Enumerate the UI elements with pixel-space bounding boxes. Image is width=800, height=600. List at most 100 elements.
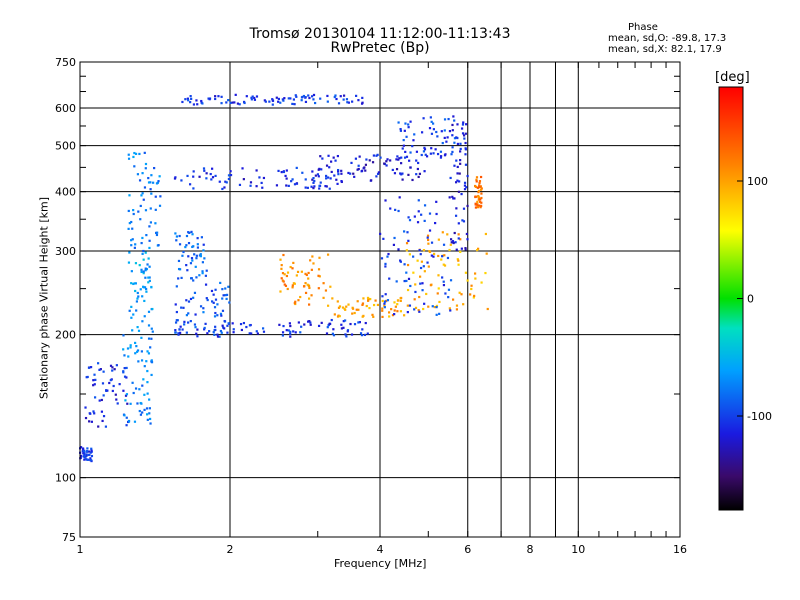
data-point xyxy=(174,176,177,179)
data-point xyxy=(177,267,181,271)
data-point xyxy=(140,350,143,353)
data-point xyxy=(85,454,88,457)
data-point xyxy=(134,243,137,246)
data-point xyxy=(462,207,466,210)
data-point xyxy=(183,320,186,323)
data-point xyxy=(84,456,87,459)
data-point xyxy=(227,99,230,102)
data-point xyxy=(133,420,137,423)
data-point xyxy=(477,247,480,250)
data-point xyxy=(420,213,423,216)
data-point xyxy=(125,424,128,427)
data-point xyxy=(347,171,350,175)
data-point xyxy=(287,184,290,188)
data-point xyxy=(475,178,478,181)
data-point xyxy=(234,93,237,96)
data-point xyxy=(480,188,483,191)
data-point xyxy=(128,251,131,254)
data-point xyxy=(297,299,300,302)
data-point xyxy=(201,270,204,273)
data-point xyxy=(210,178,213,181)
data-point xyxy=(445,140,448,143)
data-point xyxy=(351,100,354,103)
data-point xyxy=(336,300,339,303)
data-point xyxy=(86,447,89,450)
data-point xyxy=(89,457,92,460)
data-point xyxy=(225,181,228,184)
data-point xyxy=(212,331,215,334)
data-point xyxy=(239,322,243,326)
data-point xyxy=(310,294,313,297)
data-point xyxy=(402,144,405,147)
data-point xyxy=(418,310,421,313)
data-point xyxy=(271,98,274,101)
data-point xyxy=(307,297,311,300)
data-point xyxy=(430,241,434,244)
data-point xyxy=(138,179,142,182)
data-point xyxy=(383,306,386,309)
data-point xyxy=(196,243,199,246)
data-point xyxy=(195,254,198,257)
data-point xyxy=(134,352,137,355)
data-point xyxy=(190,97,193,100)
data-point xyxy=(127,227,130,230)
data-point xyxy=(210,289,214,293)
data-point xyxy=(305,273,308,277)
data-point xyxy=(311,255,314,258)
data-point xyxy=(216,303,219,306)
data-point xyxy=(159,195,162,198)
data-point xyxy=(179,331,182,334)
data-point xyxy=(401,178,404,181)
data-point xyxy=(428,212,432,215)
data-point xyxy=(377,171,381,174)
data-point xyxy=(435,212,438,216)
data-point xyxy=(148,246,151,250)
data-point xyxy=(203,326,206,330)
data-point xyxy=(284,284,288,287)
data-point xyxy=(189,319,192,323)
data-point xyxy=(201,272,204,275)
data-point xyxy=(133,151,136,155)
data-point xyxy=(181,254,184,257)
data-point xyxy=(208,330,211,333)
data-point xyxy=(408,304,412,307)
data-point xyxy=(401,172,404,175)
data-point xyxy=(383,162,386,165)
data-point xyxy=(365,304,368,308)
data-point xyxy=(275,184,279,187)
data-point xyxy=(419,266,423,270)
data-point xyxy=(208,98,211,101)
data-point xyxy=(134,152,138,155)
data-point xyxy=(136,326,139,329)
data-point xyxy=(302,94,306,98)
data-point xyxy=(123,354,126,357)
data-point xyxy=(122,389,125,392)
data-point xyxy=(181,328,184,331)
data-point xyxy=(227,174,231,177)
data-point xyxy=(329,177,332,180)
data-point xyxy=(79,454,83,457)
data-point xyxy=(292,330,295,333)
data-point xyxy=(403,314,406,317)
data-point xyxy=(200,99,203,103)
data-point xyxy=(453,197,456,200)
data-point xyxy=(464,153,467,156)
data-point xyxy=(289,97,292,100)
data-point xyxy=(417,161,420,165)
data-point xyxy=(430,254,433,257)
data-point xyxy=(304,100,308,104)
data-point xyxy=(415,150,419,153)
data-point xyxy=(419,275,422,278)
data-point xyxy=(476,248,479,252)
data-point xyxy=(130,220,133,224)
y-tick-label: 200 xyxy=(55,329,76,342)
data-point xyxy=(297,321,300,324)
data-point xyxy=(372,315,375,318)
data-point xyxy=(149,207,152,210)
data-point xyxy=(196,246,200,249)
data-point xyxy=(391,168,394,172)
data-point xyxy=(304,272,307,275)
data-point xyxy=(460,127,464,130)
data-point xyxy=(431,305,434,308)
data-point xyxy=(255,169,258,172)
